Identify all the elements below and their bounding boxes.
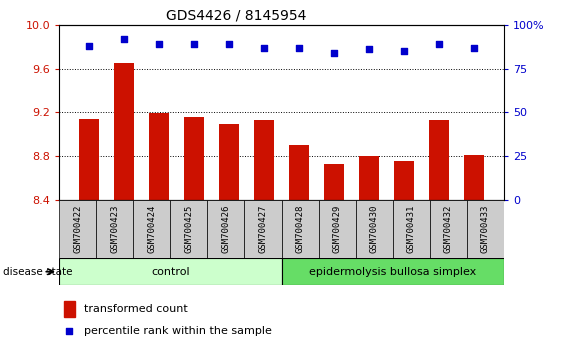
Bar (282, 258, 504, 285)
Bar (467, 200, 504, 258)
Bar (393, 200, 430, 258)
Bar (430, 120, 449, 200)
Point (154, 41, 163, 47)
Text: GSM700422: GSM700422 (73, 205, 82, 253)
Bar (319, 200, 356, 258)
Bar (171, 200, 207, 258)
Bar (79, 119, 99, 200)
Bar (359, 156, 379, 200)
Point (470, 45, 479, 50)
Bar (395, 161, 414, 200)
Text: GSM700427: GSM700427 (258, 205, 267, 253)
Bar (254, 120, 274, 200)
Bar (149, 114, 168, 200)
Bar (59, 258, 282, 285)
Text: transformed count: transformed count (83, 304, 187, 314)
Bar (133, 200, 171, 258)
Text: GSM700431: GSM700431 (406, 205, 415, 253)
Bar (324, 164, 343, 200)
Point (260, 45, 269, 50)
Point (435, 41, 444, 47)
Text: GSM700429: GSM700429 (333, 205, 342, 253)
Point (364, 46, 373, 52)
Text: GSM700423: GSM700423 (110, 205, 119, 253)
Bar (289, 145, 309, 200)
Point (65, 329, 74, 334)
Bar (356, 200, 393, 258)
Bar (207, 200, 244, 258)
Point (400, 48, 409, 54)
Point (84, 43, 93, 48)
Point (329, 50, 338, 56)
Text: percentile rank within the sample: percentile rank within the sample (83, 326, 271, 336)
Text: GSM700433: GSM700433 (481, 205, 490, 253)
Text: GSM700430: GSM700430 (370, 205, 379, 253)
Point (119, 36, 128, 42)
Text: epidermolysis bullosa simplex: epidermolysis bullosa simplex (309, 267, 476, 277)
Text: GDS4426 / 8145954: GDS4426 / 8145954 (166, 9, 307, 23)
Text: GSM700432: GSM700432 (444, 205, 453, 253)
Bar (464, 155, 484, 200)
Bar (64, 301, 75, 317)
Point (294, 45, 303, 50)
Text: GSM700426: GSM700426 (221, 205, 230, 253)
Bar (59, 200, 96, 258)
Bar (430, 200, 467, 258)
Text: GSM700428: GSM700428 (296, 205, 305, 253)
Point (225, 41, 234, 47)
Bar (282, 200, 319, 258)
Bar (96, 200, 133, 258)
Text: disease state: disease state (3, 267, 72, 277)
Text: GSM700425: GSM700425 (184, 205, 193, 253)
Text: control: control (151, 267, 190, 277)
Bar (184, 117, 204, 200)
Bar (244, 200, 282, 258)
Text: GSM700424: GSM700424 (148, 205, 157, 253)
Bar (114, 63, 133, 200)
Point (190, 41, 199, 47)
Bar (220, 125, 239, 200)
